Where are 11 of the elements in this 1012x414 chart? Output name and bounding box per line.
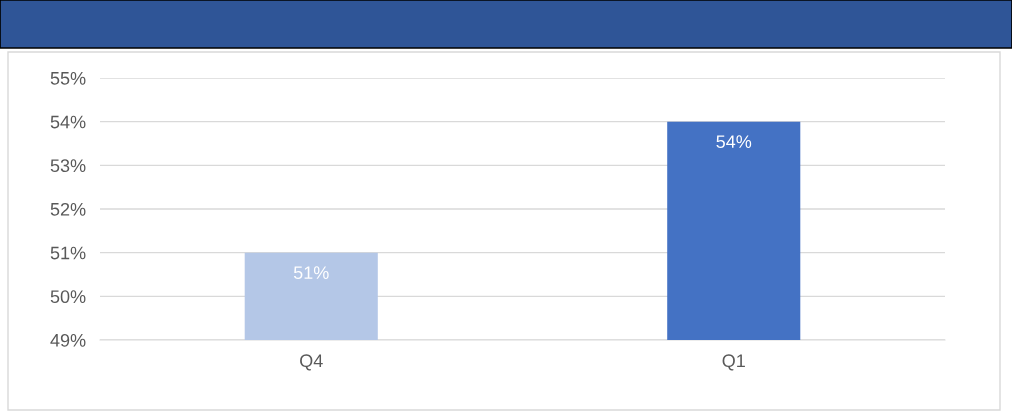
y-tick-label: 55% xyxy=(50,72,86,85)
data-label: 54% xyxy=(716,135,752,149)
y-tick-label: 49% xyxy=(50,333,86,347)
x-tick-label: Q1 xyxy=(722,354,745,371)
y-tick-label: 50% xyxy=(50,290,86,304)
x-tick-label: Q4 xyxy=(300,354,323,371)
y-tick-label: 54% xyxy=(50,115,86,129)
data-label: 51% xyxy=(293,266,329,280)
y-tick-label: 52% xyxy=(50,202,86,216)
y-tick-label: 51% xyxy=(50,246,86,260)
y-tick-label: 53% xyxy=(50,159,86,173)
